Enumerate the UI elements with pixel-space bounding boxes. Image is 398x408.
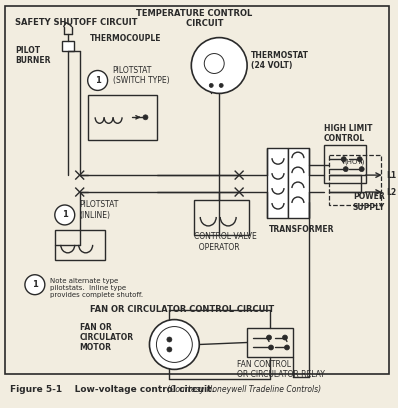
Text: SAFETY SHUTOFF CIRCUIT: SAFETY SHUTOFF CIRCUIT (15, 18, 137, 27)
Text: POWER
SUPPLY: POWER SUPPLY (353, 192, 385, 212)
Circle shape (343, 166, 348, 172)
Bar (88, 95, 158, 140)
Circle shape (357, 157, 362, 162)
Text: 1: 1 (32, 280, 38, 289)
Circle shape (209, 83, 213, 87)
Text: THERMOSTAT
(24 VOLT): THERMOSTAT (24 VOLT) (251, 51, 309, 70)
Circle shape (167, 347, 172, 352)
Bar (55, 230, 105, 260)
Bar (194, 200, 249, 235)
Text: Note alternate type
pilotstats.  Inline type
provides complete shutoff.: Note alternate type pilotstats. Inline t… (50, 278, 143, 298)
Circle shape (267, 335, 271, 340)
Bar (62, 40, 74, 51)
Text: PILOTSTAT
(INLINE): PILOTSTAT (INLINE) (80, 200, 119, 220)
Text: Figure 5-1    Low-voltage control circuit.: Figure 5-1 Low-voltage control circuit. (10, 385, 215, 394)
Text: FAN OR CIRCULATOR CONTROL CIRCUIT: FAN OR CIRCULATOR CONTROL CIRCUIT (90, 305, 274, 314)
Text: (Courtesy Honeywell Tradeline Controls): (Courtesy Honeywell Tradeline Controls) (168, 385, 322, 394)
Text: L2: L2 (386, 188, 397, 197)
Text: PILOT
BURNER: PILOT BURNER (15, 46, 51, 65)
Text: TEMPERATURE CONTROL
       CIRCUIT: TEMPERATURE CONTROL CIRCUIT (136, 9, 252, 29)
Text: L1: L1 (386, 171, 397, 180)
Circle shape (283, 335, 287, 340)
Circle shape (191, 38, 247, 93)
Bar (324, 145, 366, 183)
Text: FAN OR
CIRCULATOR
MOTOR: FAN OR CIRCULATOR MOTOR (80, 323, 134, 353)
Text: (HOT): (HOT) (345, 159, 365, 165)
Text: FAN CONTROL
OR CIRCULATOR RELAY: FAN CONTROL OR CIRCULATOR RELAY (237, 360, 325, 379)
Bar (247, 328, 293, 357)
Circle shape (143, 115, 148, 120)
Circle shape (341, 157, 346, 162)
Circle shape (55, 205, 75, 225)
Circle shape (285, 345, 289, 350)
Bar (267, 148, 288, 218)
Text: CONTROL VALVE
  OPERATOR: CONTROL VALVE OPERATOR (194, 232, 257, 252)
Text: THERMOCOUPLE: THERMOCOUPLE (90, 34, 161, 43)
Text: 1: 1 (62, 211, 68, 220)
Bar (288, 148, 309, 218)
Circle shape (219, 83, 223, 87)
Text: PILOTSTAT
(SWITCH TYPE): PILOTSTAT (SWITCH TYPE) (113, 66, 169, 85)
Circle shape (269, 345, 273, 350)
Circle shape (167, 337, 172, 342)
Text: 1: 1 (95, 76, 101, 85)
Circle shape (150, 319, 199, 369)
Text: TRANSFORMER: TRANSFORMER (269, 225, 335, 235)
Bar (329, 155, 380, 205)
Text: HIGH LIMIT
CONTROL: HIGH LIMIT CONTROL (324, 124, 373, 143)
Circle shape (359, 166, 364, 172)
Circle shape (88, 71, 107, 91)
Circle shape (25, 275, 45, 295)
